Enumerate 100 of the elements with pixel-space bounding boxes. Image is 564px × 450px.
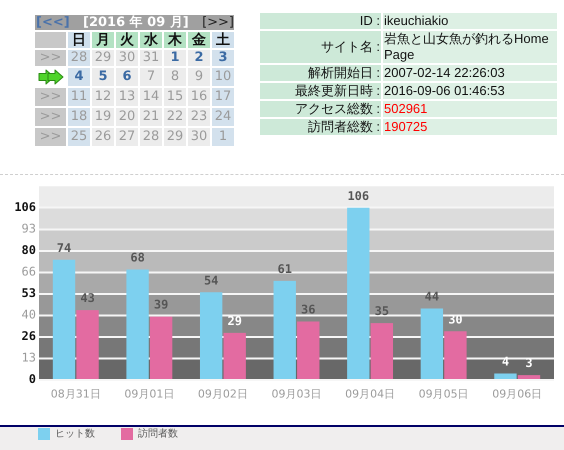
y-tick-label: 106 — [14, 200, 36, 214]
bar — [494, 374, 517, 379]
x-tick-label: 09月01日 — [124, 387, 174, 400]
data-label: 3 — [525, 356, 533, 370]
data-label: 68 — [130, 250, 145, 265]
data-label: 28 — [68, 50, 90, 66]
data-label: 36 — [301, 302, 316, 317]
data-label: 12 — [92, 88, 114, 106]
legend-label: 訪問者数 — [138, 428, 178, 440]
bar — [274, 280, 296, 379]
category-label: 訪問者総数 : — [308, 119, 380, 134]
x-tick-label: 金 — [188, 32, 210, 48]
data-label: 2 — [188, 50, 210, 66]
y-tick-label: 40 — [22, 308, 36, 322]
x-tick-label: 日 — [68, 32, 90, 48]
data-label: 20 — [116, 108, 138, 126]
data-label: 27 — [116, 128, 138, 146]
legend-label: ヒット数 — [55, 428, 95, 440]
x-tick-label: 火 — [116, 32, 138, 48]
x-tick-label: 09月04日 — [345, 387, 396, 400]
data-label: 31 — [140, 50, 162, 66]
data-label: 24 — [212, 108, 234, 126]
data-label: 28 — [140, 128, 162, 146]
data-label: 35 — [374, 304, 390, 318]
data-label: 14 — [140, 88, 162, 106]
text: [<<] — [36, 15, 70, 30]
data-label: 18 — [68, 108, 90, 126]
data-label: 8 — [164, 68, 186, 86]
data-label: 30 — [448, 312, 463, 326]
text: 2007-02-14 22:26:03 — [384, 65, 505, 80]
data-label: 11 — [68, 88, 90, 106]
data-label: 39 — [154, 298, 168, 312]
data-label: 10 — [212, 68, 234, 86]
y-tick-label: >> — [35, 88, 66, 106]
y-tick-label: 93 — [22, 221, 36, 236]
text: 502961 — [384, 101, 428, 116]
data-label: 106 — [347, 188, 370, 203]
data-label: 4 — [68, 68, 90, 86]
y-tick-label: 66 — [22, 264, 36, 278]
bar — [347, 208, 370, 379]
x-tick-label: 土 — [212, 32, 234, 48]
data-label: 29 — [227, 314, 242, 328]
y-tick-label: >> — [35, 128, 66, 146]
bar — [297, 321, 320, 379]
y-tick-label: 13 — [22, 350, 36, 365]
bar — [200, 292, 222, 379]
bar — [150, 316, 172, 379]
category-label: アクセス総数 : — [294, 101, 380, 116]
chart-title: [2016 年 09 月] — [83, 15, 189, 30]
data-label: 7 — [140, 68, 162, 86]
data-label: 54 — [204, 273, 218, 288]
x-tick-label: 水 — [140, 32, 162, 48]
category-label: 最終更新日時 : — [294, 83, 380, 98]
data-label: 17 — [212, 88, 234, 106]
x-tick-label: 月 — [92, 32, 114, 48]
data-label: 23 — [188, 108, 210, 126]
data-label: 30 — [116, 50, 138, 66]
data-label: 19 — [92, 108, 114, 126]
category-label: ID : — [360, 13, 380, 28]
data-label: 29 — [164, 128, 186, 146]
text: 2016-09-06 01:46:53 — [384, 83, 505, 98]
y-tick-label: 26 — [22, 329, 36, 344]
bar — [224, 332, 246, 379]
data-label: 3 — [212, 50, 234, 66]
data-label: 74 — [56, 240, 72, 255]
data-label: 22 — [164, 108, 186, 126]
x-tick-label: 09月03日 — [272, 387, 322, 400]
x-tick-label: 09月06日 — [492, 387, 542, 400]
bar — [370, 323, 394, 379]
data-label: 5 — [92, 68, 114, 86]
y-tick-label: >> — [35, 50, 66, 66]
text: 岩魚と山女魚が釣れるHome Page — [384, 31, 549, 62]
data-label: 30 — [188, 128, 210, 146]
text: [>>] — [202, 15, 234, 30]
data-label: 1 — [212, 128, 234, 146]
text: 190725 — [384, 119, 428, 134]
x-tick-label: 09月02日 — [198, 387, 248, 400]
data-label: 6 — [116, 68, 138, 86]
bar — [444, 331, 467, 379]
y-tick-label: >> — [35, 108, 66, 126]
bar — [518, 375, 540, 379]
x-tick-label: 09月05日 — [418, 387, 469, 400]
data-label: 1 — [164, 50, 186, 66]
x-tick-label: 木 — [164, 32, 186, 48]
x-tick-label: 08月31日 — [50, 387, 101, 400]
data-label: 25 — [68, 128, 90, 146]
bar — [52, 260, 76, 379]
data-label: 29 — [92, 50, 114, 66]
data-label: 43 — [80, 291, 95, 306]
data-label: 26 — [92, 128, 114, 146]
text: ikeuchiakio — [384, 13, 448, 28]
y-tick-label: 53 — [22, 286, 36, 300]
data-label: 9 — [188, 68, 210, 86]
category-label: サイト名 : — [320, 39, 380, 54]
bar — [126, 269, 149, 379]
data-label: 16 — [188, 88, 210, 106]
bar — [420, 308, 444, 379]
y-tick-label: 0 — [28, 372, 36, 386]
category-label: 解析開始日 : — [308, 65, 380, 80]
bar — [76, 310, 99, 379]
